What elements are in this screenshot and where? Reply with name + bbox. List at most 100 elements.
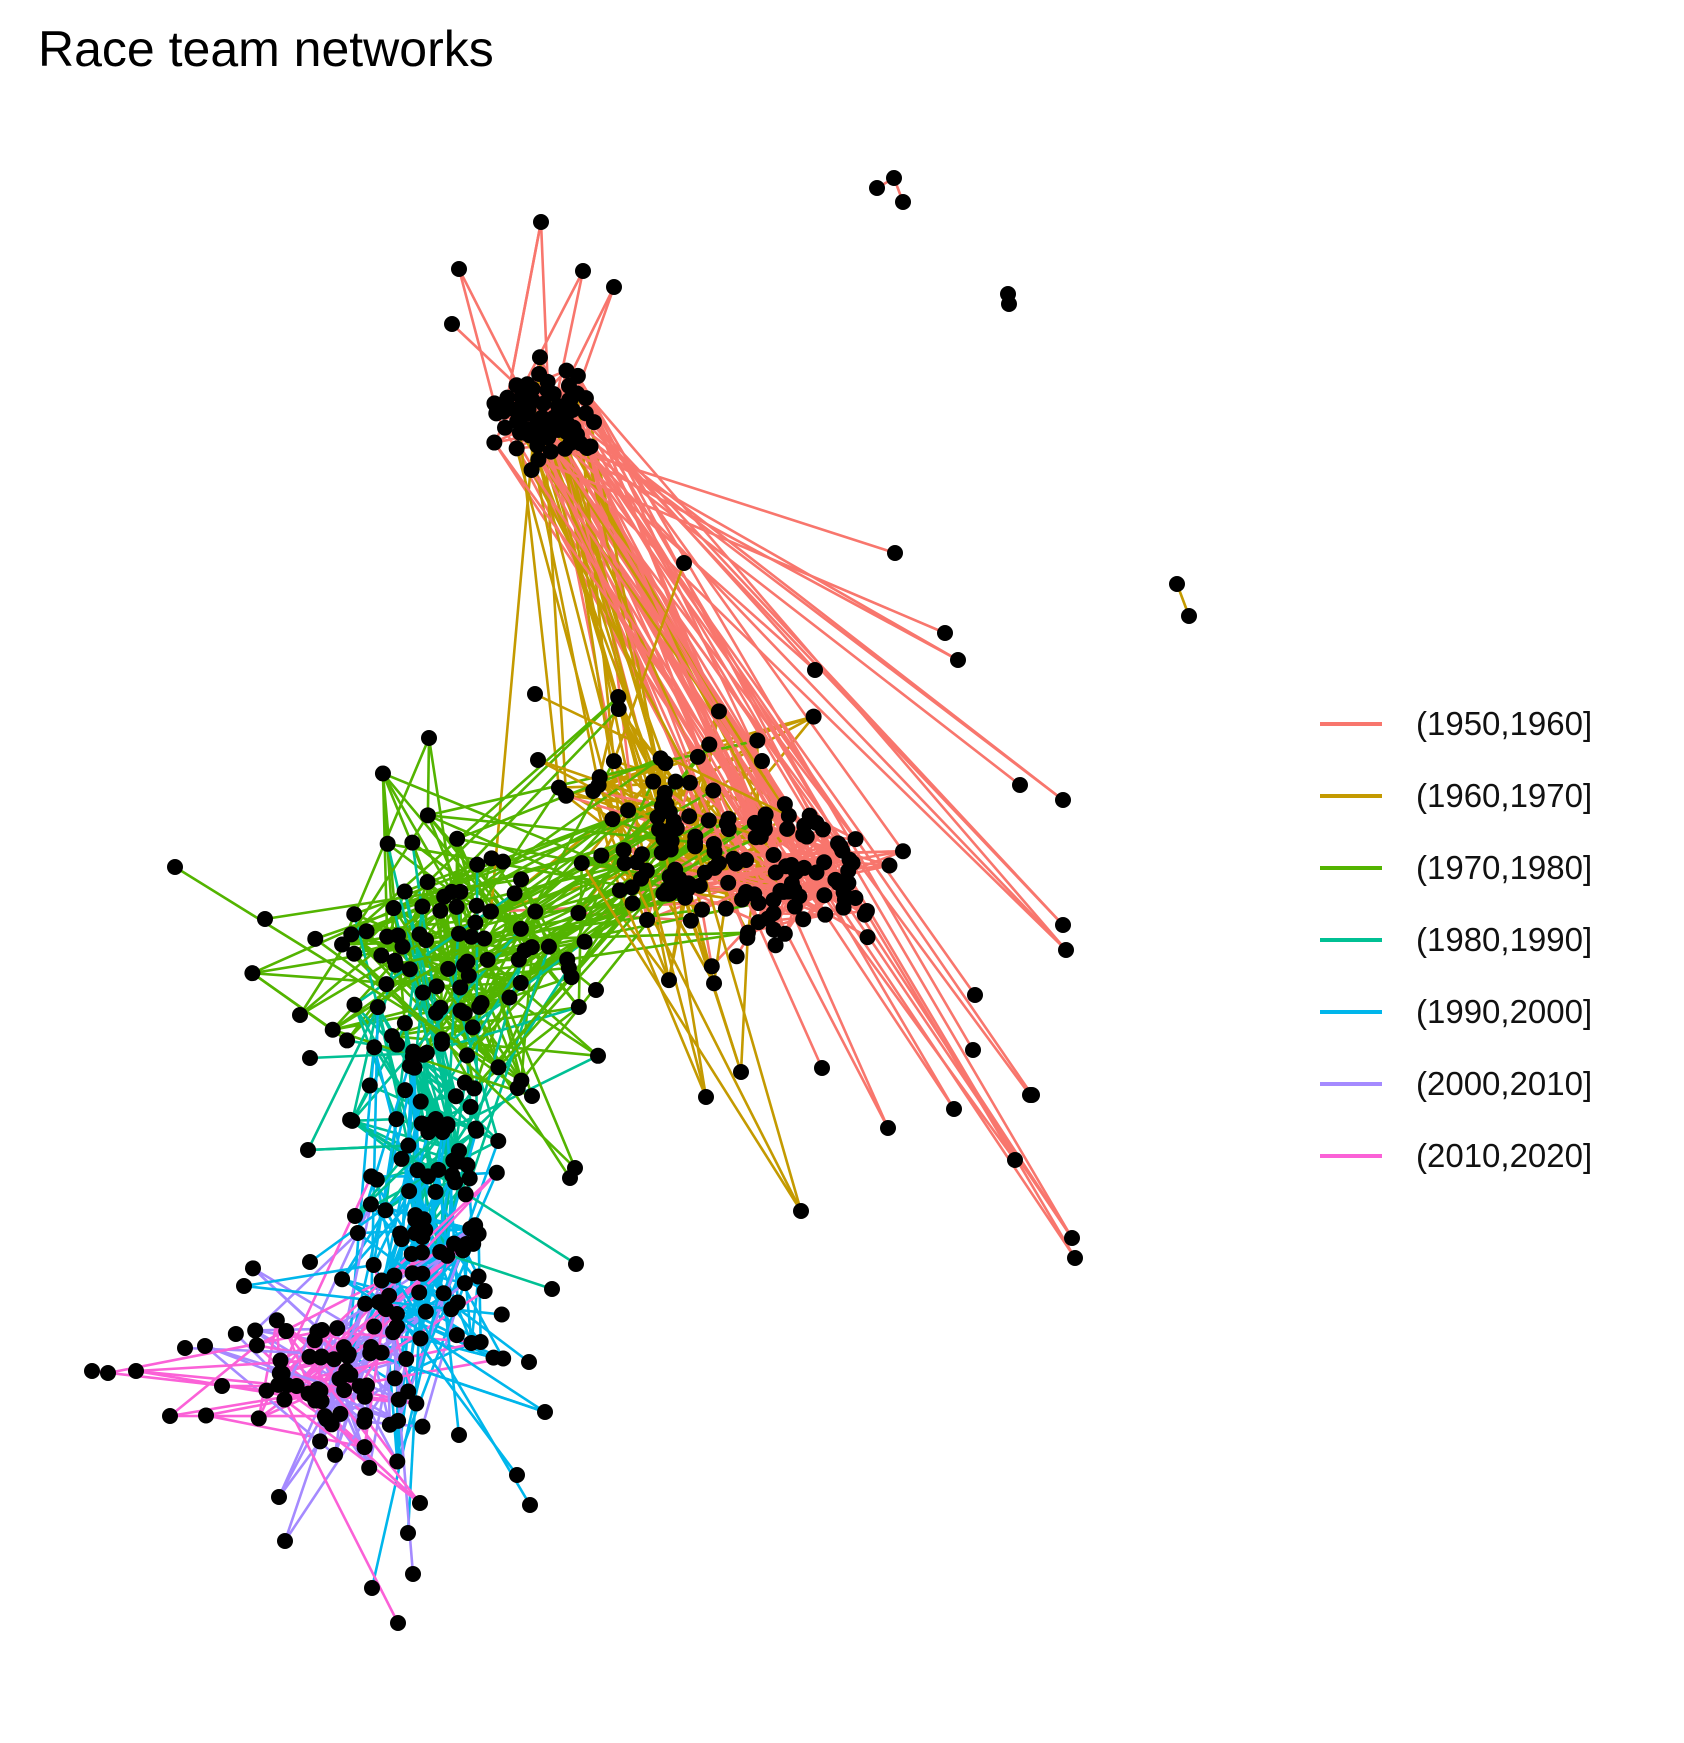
- network-node: [405, 1566, 421, 1582]
- network-node: [433, 1031, 450, 1048]
- network-node: [560, 959, 577, 976]
- network-node: [456, 1005, 473, 1022]
- network-node: [324, 1021, 341, 1038]
- network-node: [302, 1254, 318, 1270]
- network-node: [390, 1391, 407, 1408]
- legend-key-2010-2020: [1320, 1154, 1382, 1158]
- network-node: [338, 1362, 355, 1379]
- network-node: [606, 279, 622, 295]
- network-node: [462, 1098, 479, 1115]
- network-node: [346, 996, 363, 1013]
- network-node: [388, 1111, 405, 1128]
- network-node: [364, 1580, 380, 1596]
- network-node: [749, 732, 766, 749]
- network-node: [412, 1093, 429, 1110]
- network-node: [396, 883, 413, 900]
- network-node: [450, 925, 467, 942]
- network-node: [483, 850, 500, 867]
- network-node: [468, 897, 485, 914]
- legend-item-1960-1970: (1960,1970]: [1320, 760, 1592, 832]
- network-node: [527, 903, 544, 920]
- network-node: [509, 1467, 525, 1483]
- network-node: [1007, 1152, 1023, 1168]
- network-node: [247, 1322, 264, 1339]
- network-edge: [669, 864, 787, 878]
- network-node: [369, 999, 386, 1016]
- network-node: [705, 782, 722, 799]
- network-node: [479, 951, 496, 968]
- network-edge: [421, 786, 561, 994]
- network-node: [767, 864, 784, 881]
- legend-label: (2000,2010]: [1416, 1065, 1593, 1102]
- network-node: [177, 1340, 193, 1356]
- network-node: [327, 1446, 344, 1463]
- network-node: [880, 1120, 896, 1136]
- network-edge: [565, 794, 663, 808]
- network-edge: [508, 996, 599, 1057]
- network-node: [859, 929, 876, 946]
- network-node: [1055, 792, 1071, 808]
- network-node: [816, 887, 833, 904]
- network-node: [840, 875, 857, 892]
- network-edge: [451, 890, 550, 948]
- network-node: [214, 1378, 230, 1394]
- network-edge: [426, 737, 431, 816]
- network-node: [435, 1285, 452, 1302]
- network-node: [469, 856, 486, 873]
- network-node: [427, 1110, 444, 1127]
- network-node: [414, 1265, 431, 1282]
- network-node: [312, 1433, 329, 1450]
- network-node: [703, 958, 720, 975]
- network-node: [418, 1044, 435, 1061]
- network-node: [452, 883, 469, 900]
- network-edge: [135, 1357, 335, 1373]
- network-node: [521, 1354, 537, 1370]
- network-node: [682, 912, 699, 929]
- network-node: [307, 930, 324, 947]
- network-node: [881, 857, 898, 874]
- network-edge: [473, 902, 634, 1090]
- network-node: [519, 424, 536, 441]
- network-edge: [447, 835, 762, 971]
- network-edge: [572, 426, 977, 996]
- network-node: [258, 1382, 275, 1399]
- network-node: [510, 951, 527, 968]
- network-node: [488, 1164, 505, 1181]
- network-node: [706, 843, 723, 860]
- network-node: [248, 1337, 265, 1354]
- network-node: [316, 1408, 333, 1425]
- network-node: [779, 820, 796, 837]
- network-node: [440, 960, 457, 977]
- network-edge: [277, 1440, 322, 1498]
- network-node: [456, 1074, 473, 1091]
- network-node: [343, 926, 360, 943]
- network-node: [689, 748, 706, 765]
- network-node: [398, 1350, 415, 1367]
- network-node: [417, 1303, 434, 1320]
- network-node: [412, 1495, 428, 1511]
- network-node: [278, 1323, 295, 1340]
- network-node: [560, 377, 577, 394]
- network-node: [84, 1363, 100, 1379]
- network-node: [767, 937, 784, 954]
- network-node: [513, 1072, 530, 1089]
- network-node: [652, 750, 669, 767]
- network-edge: [442, 1293, 461, 1436]
- network-edge: [347, 1047, 376, 1354]
- network-node: [765, 846, 782, 863]
- network-node: [451, 261, 467, 277]
- network-edge: [372, 1118, 398, 1266]
- network-edge: [516, 420, 959, 662]
- network-node: [346, 945, 363, 962]
- network-edge: [372, 1190, 411, 1266]
- network-node: [542, 443, 559, 460]
- network-node: [198, 1407, 215, 1424]
- network-node: [795, 911, 812, 928]
- network-node: [366, 1318, 383, 1335]
- network-edge: [466, 891, 685, 963]
- network-edge: [538, 435, 824, 1069]
- network-node: [568, 1256, 584, 1272]
- network-node: [389, 1453, 406, 1470]
- network-edge: [275, 1319, 422, 1504]
